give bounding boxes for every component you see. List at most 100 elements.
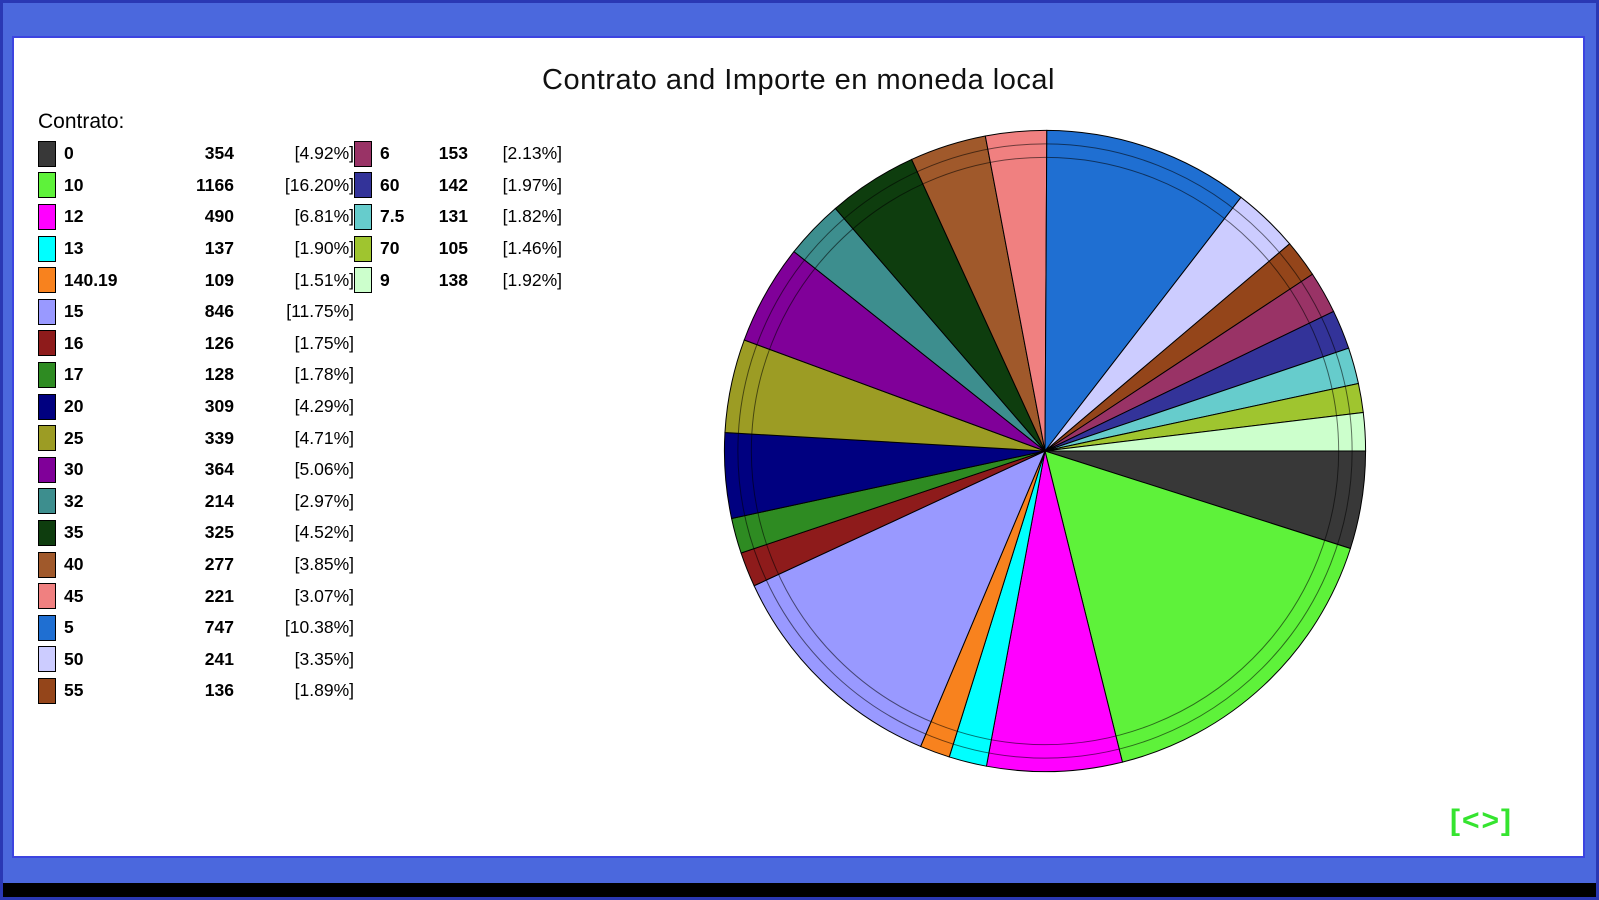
legend-label: 70 — [380, 238, 400, 259]
legend-percent: [10.38%] — [284, 617, 354, 638]
legend-label: 15 — [64, 301, 84, 322]
legend-count: 241 — [204, 648, 234, 669]
legend-percent: [4.52%] — [294, 522, 354, 543]
legend-label: 13 — [64, 238, 84, 259]
pie-chart — [718, 124, 1372, 778]
legend-percent: [4.71%] — [294, 427, 354, 448]
legend-label: 50 — [64, 648, 84, 669]
legend-percent: [4.29%] — [294, 396, 354, 417]
legend-percent: [6.81%] — [294, 206, 354, 227]
legend-count: 747 — [204, 617, 234, 638]
legend-label: 45 — [64, 585, 84, 606]
legend-swatch — [38, 172, 56, 199]
legend-count: 138 — [438, 269, 468, 290]
legend-item-15: 15 846 [11.75%] — [38, 296, 354, 328]
legend-percent: [4.92%] — [294, 143, 354, 164]
legend-count: 364 — [204, 459, 234, 480]
legend-swatch — [38, 203, 56, 230]
legend-item-13: 13 137 [1.90%] — [38, 233, 354, 265]
bottom-bar — [0, 883, 1599, 900]
legend-label: 17 — [64, 364, 84, 385]
legend-column-1: 0 354 [4.92%] 10 1166 [16.20%] 12 490 [6.81%] 13 1… — [38, 138, 354, 707]
legend-label: 25 — [64, 427, 84, 448]
legend-label: 12 — [64, 206, 84, 227]
pie-inner-ring — [738, 144, 1352, 758]
legend-percent: [2.13%] — [502, 143, 562, 164]
legend-label: 9 — [380, 269, 390, 290]
legend-swatch — [38, 646, 56, 673]
pie-slice-5 — [1045, 130, 1241, 451]
legend-swatch — [38, 267, 56, 294]
legend-column-2: 6 153 [2.13%] 60 142 [1.97%] 7.5 131 [1.82%] 70 10… — [354, 138, 562, 296]
legend-swatch — [354, 267, 372, 294]
legend-percent: [3.07%] — [294, 585, 354, 606]
legend-item-35: 35 325 [4.52%] — [38, 517, 354, 549]
legend-title: Contrato: — [38, 110, 125, 133]
legend-count: 490 — [204, 206, 234, 227]
legend-count: 136 — [204, 680, 234, 701]
legend-count: 354 — [204, 143, 234, 164]
legend-percent: [1.89%] — [294, 680, 354, 701]
legend-swatch — [38, 677, 56, 704]
legend-count: 128 — [204, 364, 234, 385]
legend-swatch — [38, 140, 56, 167]
legend-count: 309 — [204, 396, 234, 417]
legend-swatch — [38, 488, 56, 515]
legend-percent: [3.85%] — [294, 554, 354, 575]
legend-item-5: 5 747 [10.38%] — [38, 612, 354, 644]
legend-percent: [1.90%] — [294, 238, 354, 259]
pie-slice-9 — [1045, 412, 1366, 451]
legend-item-60: 60 142 [1.97%] — [354, 170, 562, 202]
legend-label: 20 — [64, 396, 84, 417]
pager-nav-control[interactable]: [<>] — [1449, 804, 1513, 837]
legend-count: 214 — [204, 490, 234, 511]
legend-item-0: 0 354 [4.92%] — [38, 138, 354, 170]
legend-count: 105 — [438, 238, 468, 259]
legend-label: 55 — [64, 680, 84, 701]
legend-item-40: 40 277 [3.85%] — [38, 549, 354, 581]
legend-swatch — [354, 203, 372, 230]
legend-item-7.5: 7.5 131 [1.82%] — [354, 201, 562, 233]
legend-item-140.19: 140.19 109 [1.51%] — [38, 264, 354, 296]
legend-percent: [11.75%] — [286, 301, 354, 322]
legend-swatch — [354, 140, 372, 167]
legend-swatch — [38, 361, 56, 388]
legend-item-20: 20 309 [4.29%] — [38, 391, 354, 423]
legend-label: 0 — [64, 143, 74, 164]
legend-item-9: 9 138 [1.92%] — [354, 264, 562, 296]
legend-item-30: 30 364 [5.06%] — [38, 454, 354, 486]
legend-item-50: 50 241 [3.35%] — [38, 644, 354, 676]
legend-swatch — [354, 235, 372, 262]
legend-item-16: 16 126 [1.75%] — [38, 328, 354, 360]
legend-swatch — [38, 551, 56, 578]
legend-label: 6 — [380, 143, 390, 164]
legend-label: 32 — [64, 490, 84, 511]
legend-item-25: 25 339 [4.71%] — [38, 422, 354, 454]
legend-count: 1166 — [196, 174, 234, 195]
legend-label: 40 — [64, 554, 84, 575]
legend-count: 325 — [204, 522, 234, 543]
legend-swatch — [38, 235, 56, 262]
legend-swatch — [354, 172, 372, 199]
legend-count: 109 — [204, 269, 234, 290]
legend-percent: [1.78%] — [294, 364, 354, 385]
legend-percent: [1.97%] — [502, 174, 562, 195]
legend-percent: [1.46%] — [502, 238, 562, 259]
legend-count: 142 — [438, 174, 468, 195]
legend-percent: [2.97%] — [294, 490, 354, 511]
legend-item-12: 12 490 [6.81%] — [38, 201, 354, 233]
legend-percent: [16.20%] — [284, 174, 354, 195]
legend-count: 153 — [438, 143, 468, 164]
legend-label: 30 — [64, 459, 84, 480]
legend-item-45: 45 221 [3.07%] — [38, 580, 354, 612]
legend-item-6: 6 153 [2.13%] — [354, 138, 562, 170]
legend-swatch — [38, 298, 56, 325]
legend-percent: [3.35%] — [294, 648, 354, 669]
legend-count: 277 — [204, 554, 234, 575]
legend-count: 126 — [204, 332, 234, 353]
legend-item-17: 17 128 [1.78%] — [38, 359, 354, 391]
legend-count: 131 — [438, 206, 468, 227]
legend-swatch — [38, 583, 56, 610]
legend-item-32: 32 214 [2.97%] — [38, 486, 354, 518]
legend-label: 16 — [64, 332, 84, 353]
